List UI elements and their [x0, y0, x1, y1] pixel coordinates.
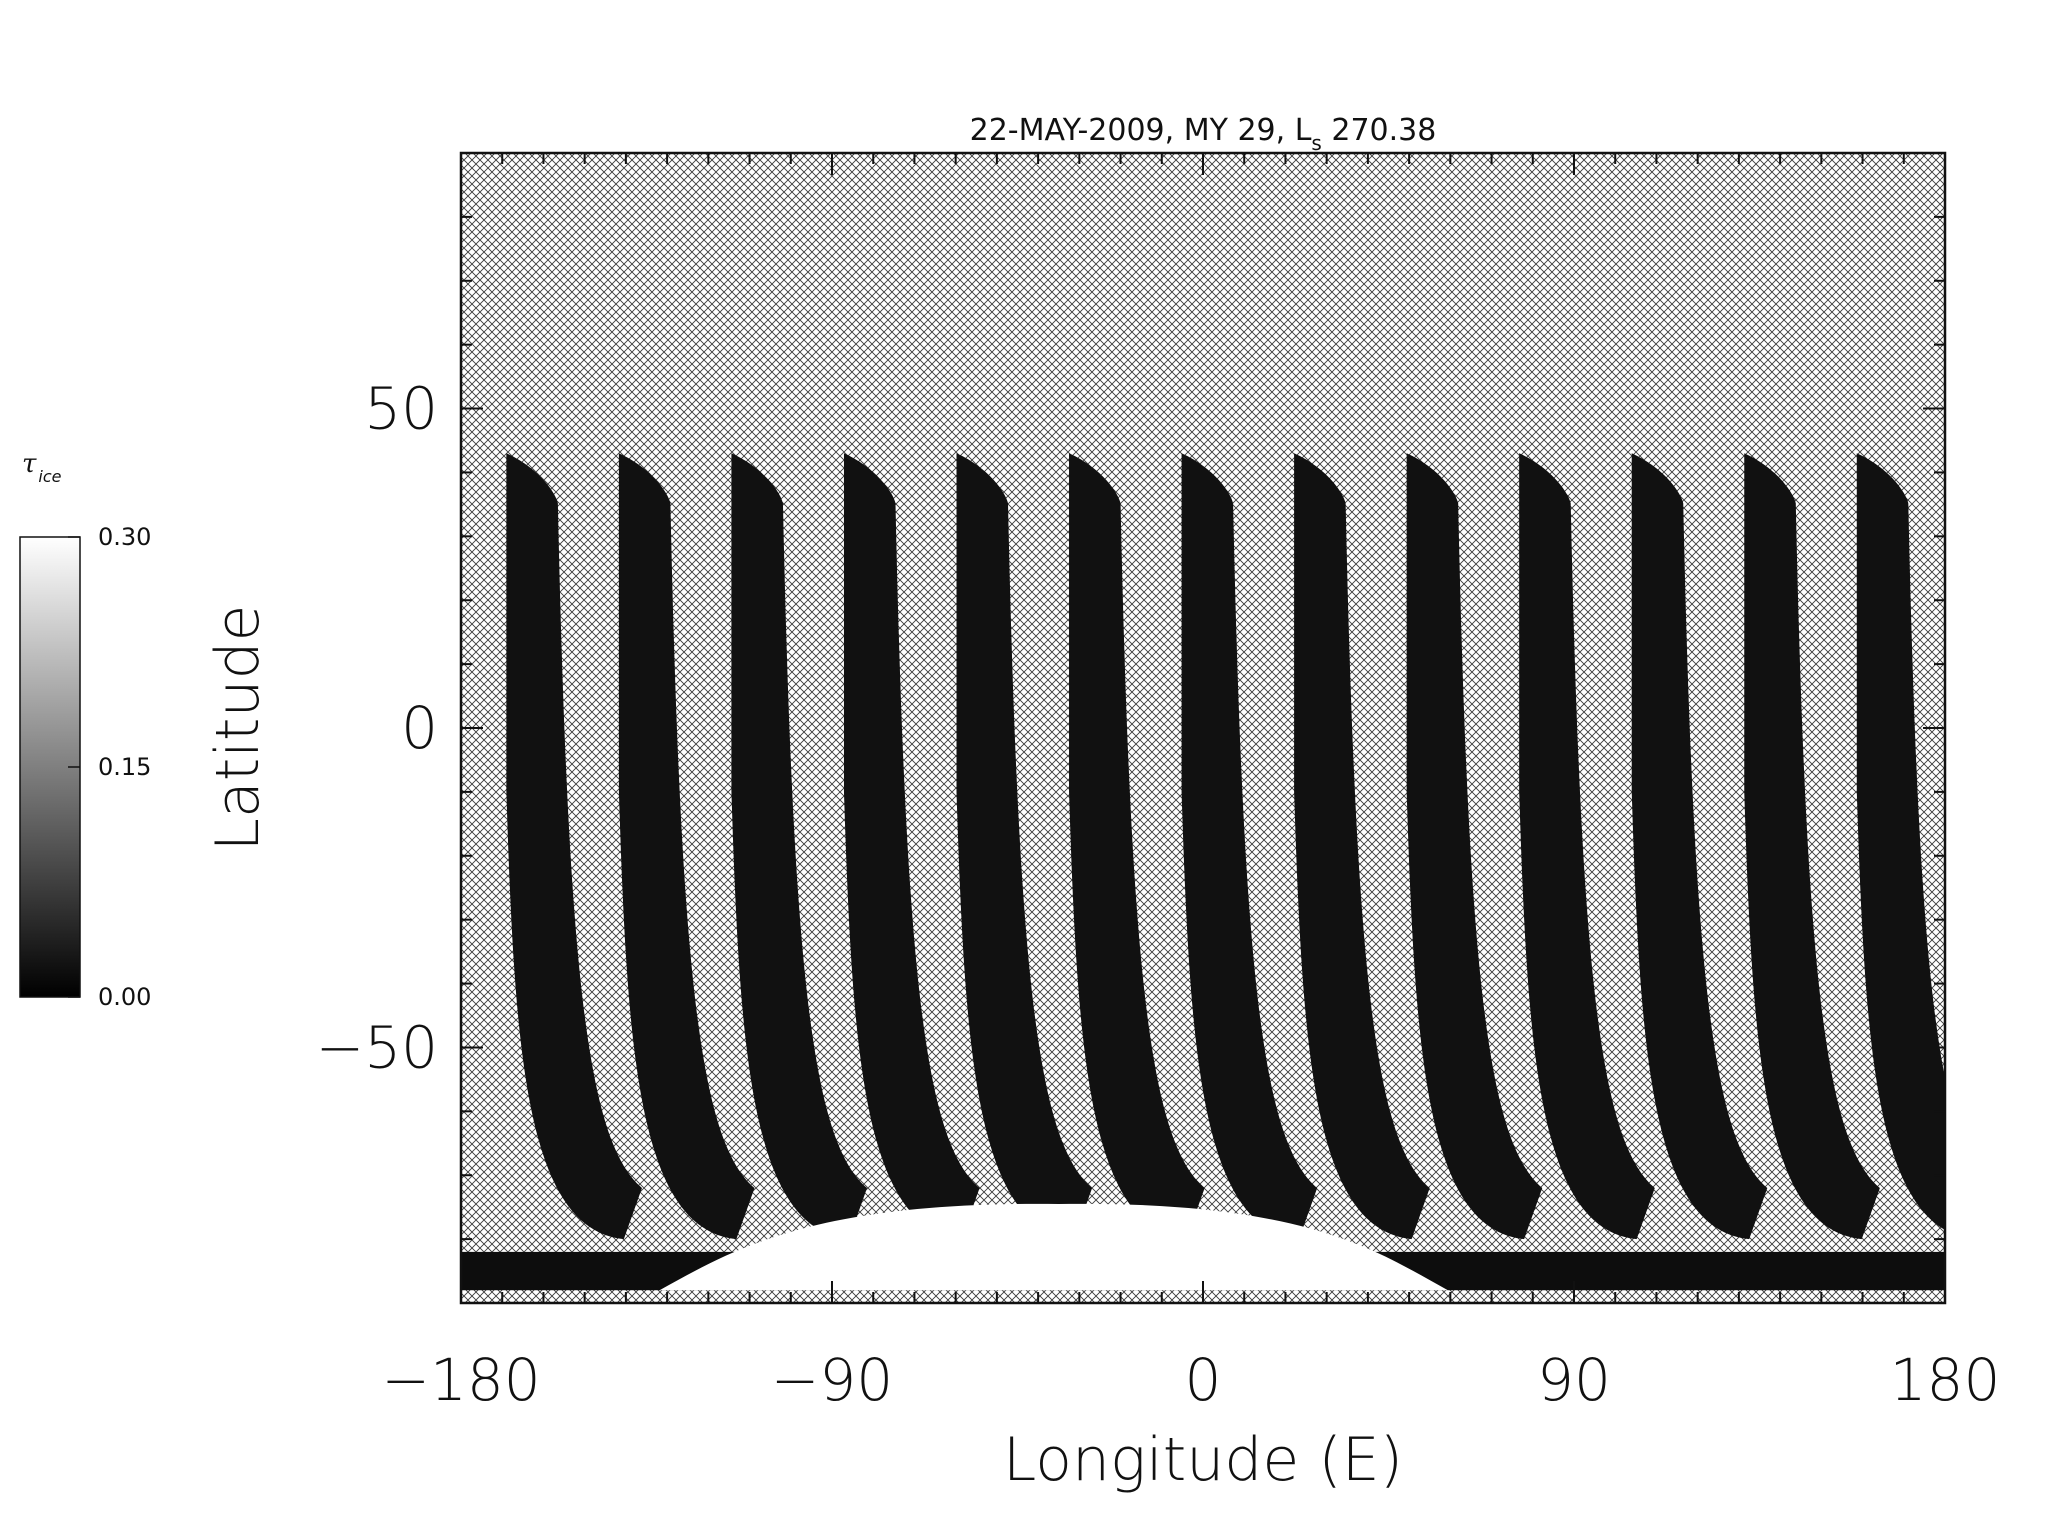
- x-tick-labels: −180 −90 0 90 180: [381, 1346, 2000, 1414]
- colorbar: τ ice 0.00 0.15 0.30: [19, 449, 151, 1011]
- orbit-swath: [1406, 453, 1543, 1240]
- colorbar-ticks: 0.00 0.15 0.30: [68, 523, 151, 1011]
- orbit-swath: [1069, 453, 1205, 1240]
- orbit-swath: [1181, 453, 1318, 1240]
- orbit-swath: [506, 453, 642, 1240]
- data-layer: [461, 453, 1945, 1291]
- y-tick-labels: −50 0 50: [316, 375, 438, 1082]
- x-tick-label: −180: [381, 1346, 540, 1414]
- y-tick-label: 0: [401, 694, 438, 762]
- colorbar-tick-label: 0.30: [98, 523, 151, 551]
- south-polar-cap: [659, 1203, 1448, 1291]
- orbit-swath: [1856, 453, 1945, 1230]
- colorbar-tick-label: 0.00: [98, 983, 151, 1011]
- y-axis-label: Latitude: [203, 605, 273, 852]
- orbit-swath: [1744, 453, 1880, 1240]
- x-tick-label: −90: [771, 1346, 893, 1414]
- orbit-swath: [1519, 453, 1655, 1240]
- orbit-swath: [618, 453, 755, 1240]
- colorbar-tick-label: 0.15: [98, 753, 151, 781]
- x-tick-label: 90: [1537, 1346, 1611, 1414]
- orbit-swath: [1631, 453, 1768, 1240]
- orbit-swath: [843, 453, 980, 1240]
- axis-ticks: [460, 152, 1946, 1304]
- orbit-swath: [731, 453, 868, 1240]
- orbit-swath: [956, 453, 1093, 1240]
- y-tick-label: −50: [316, 1013, 438, 1081]
- colorbar-title: τ ice: [22, 449, 62, 486]
- chart-title: 22-MAY-2009, MY 29, Ls 270.38: [970, 113, 1437, 155]
- x-tick-label: 0: [1185, 1346, 1222, 1414]
- x-tick-label: 180: [1890, 1346, 2001, 1414]
- orbit-swath: [1294, 453, 1430, 1240]
- y-tick-label: 50: [364, 375, 438, 443]
- x-axis-label: Longitude (E): [1003, 1425, 1403, 1495]
